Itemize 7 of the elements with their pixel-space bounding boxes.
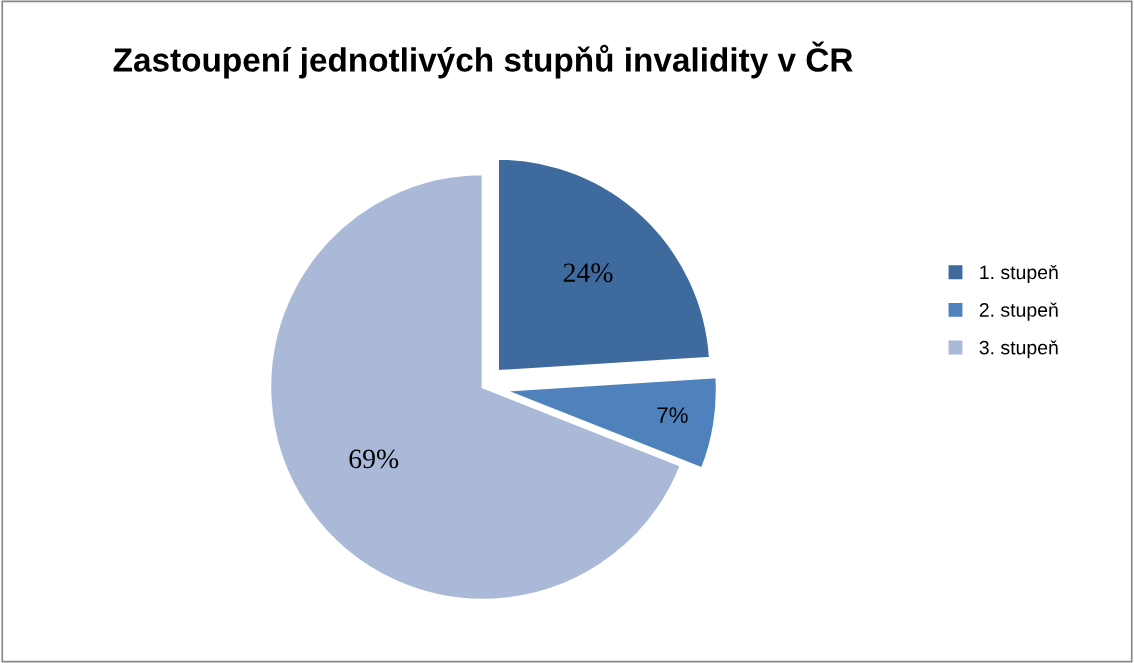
data-label: 24% <box>563 263 613 283</box>
chart-title: Zastoupení jednotlivých stupňů invalidity v ČR <box>113 41 853 79</box>
data-label: 7% <box>657 407 688 423</box>
legend-label: 2. stupeň <box>979 302 1058 321</box>
data-label: 69% <box>349 449 399 469</box>
legend-label: 1. stupeň <box>980 264 1058 284</box>
legend-label: 3. stupeň <box>979 340 1058 359</box>
